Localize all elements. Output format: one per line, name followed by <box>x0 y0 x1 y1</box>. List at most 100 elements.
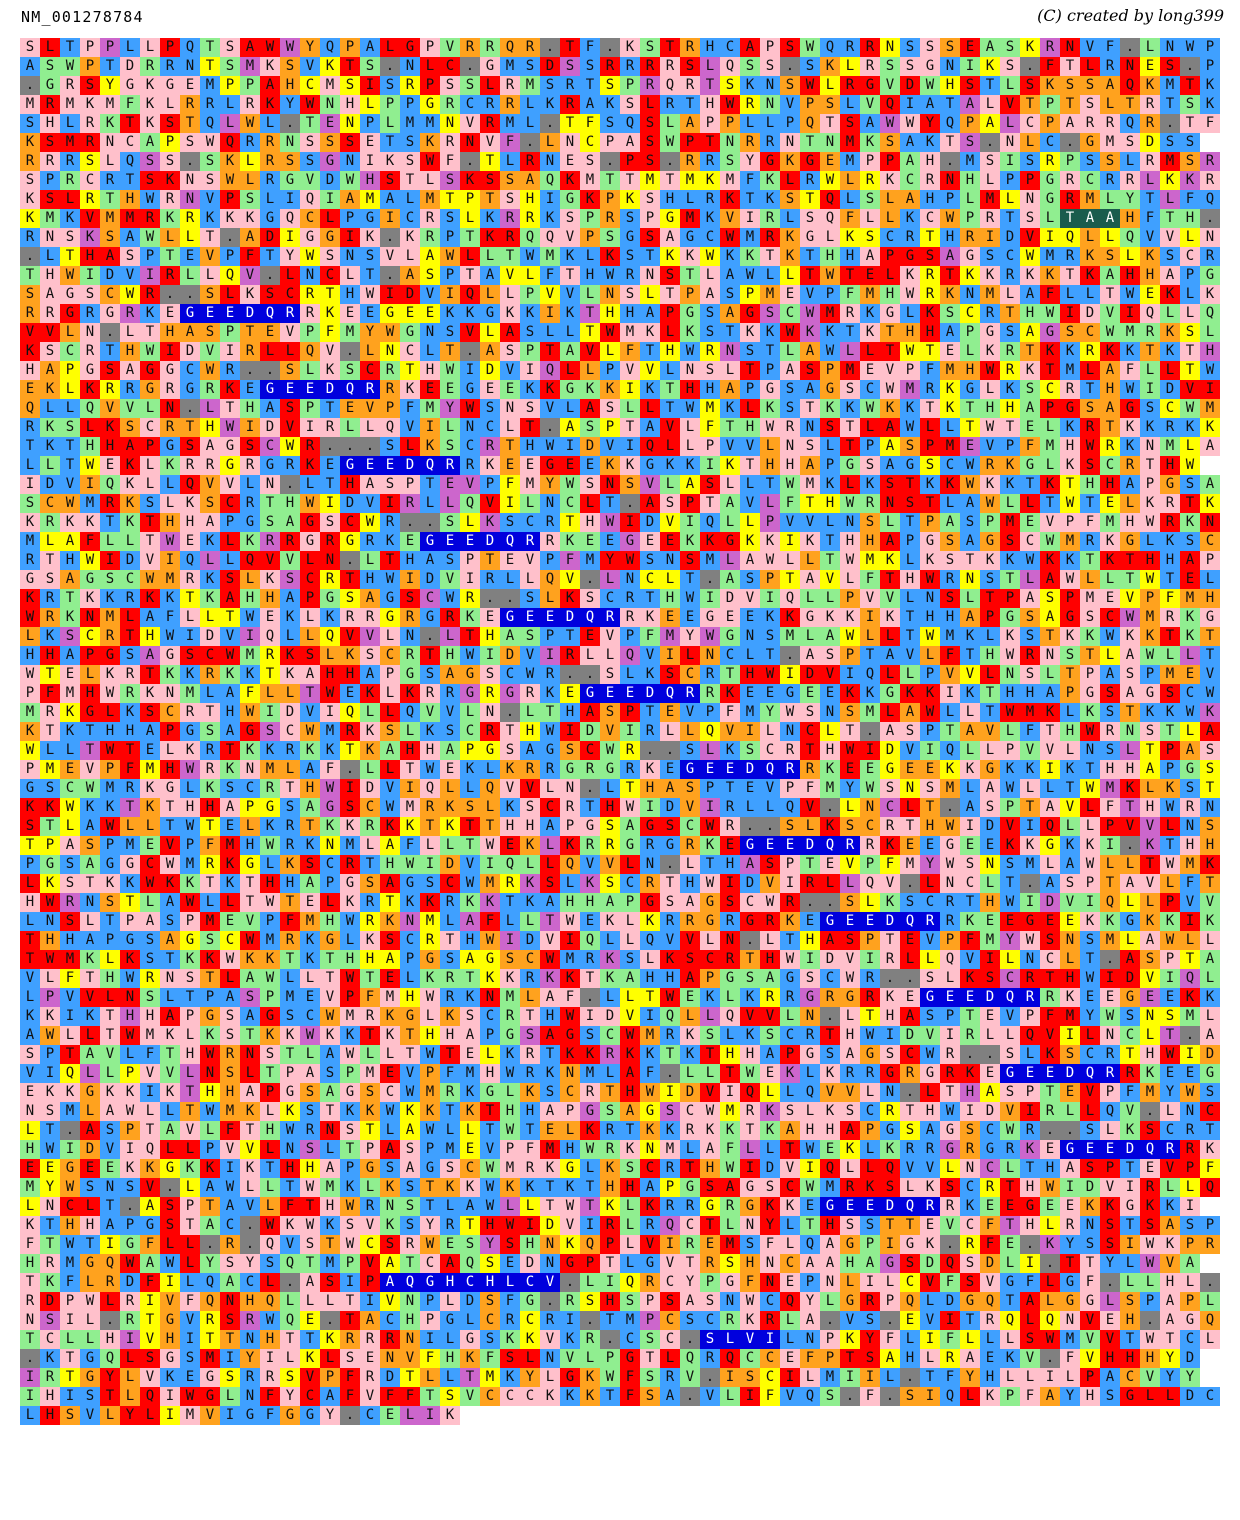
residue-cell: Q <box>800 1235 820 1254</box>
residue-cell: T <box>160 798 180 817</box>
residue-cell: K <box>380 532 400 551</box>
residue-cell: R <box>200 741 220 760</box>
residue-cell: P <box>400 475 420 494</box>
residue-cell: K <box>580 1368 600 1387</box>
residue-cell: K <box>1000 456 1020 475</box>
residue-cell: C <box>240 1273 260 1292</box>
residue-cell: H <box>100 722 120 741</box>
residue-cell: L <box>820 437 840 456</box>
residue-cell: H <box>540 1007 560 1026</box>
residue-cell: K <box>520 836 540 855</box>
residue-cell: A <box>80 817 100 836</box>
gap-cell: . <box>700 1368 720 1387</box>
residue-cell: S <box>280 361 300 380</box>
residue-cell: P <box>220 247 240 266</box>
residue-cell: L <box>520 1197 540 1216</box>
residue-cell: V <box>800 285 820 304</box>
residue-cell: E <box>840 1197 860 1216</box>
residue-cell: L <box>760 114 780 133</box>
residue-cell: L <box>440 1121 460 1140</box>
residue-cell: Q <box>540 570 560 589</box>
residue-cell: T <box>760 646 780 665</box>
residue-cell: G <box>580 1102 600 1121</box>
residue-cell: S <box>860 1216 880 1235</box>
residue-cell: P <box>600 361 620 380</box>
residue-cell: R <box>360 608 380 627</box>
residue-cell: L <box>720 1330 740 1349</box>
residue-cell: L <box>820 76 840 95</box>
residue-cell: K <box>760 1102 780 1121</box>
residue-cell: A <box>140 133 160 152</box>
residue-cell: L <box>20 1406 40 1425</box>
residue-cell: V <box>120 266 140 285</box>
residue-cell: L <box>1040 1292 1060 1311</box>
residue-cell: E <box>900 931 920 950</box>
residue-cell: V <box>280 1235 300 1254</box>
residue-cell: L <box>220 969 240 988</box>
residue-cell: K <box>700 1121 720 1140</box>
residue-cell: K <box>180 494 200 513</box>
residue-cell: V <box>120 399 140 418</box>
residue-cell: L <box>840 874 860 893</box>
residue-cell: T <box>580 798 600 817</box>
residue-cell: E <box>900 988 920 1007</box>
residue-cell: S <box>1160 57 1180 76</box>
residue-cell: F <box>280 912 300 931</box>
residue-cell: S <box>1140 1216 1160 1235</box>
residue-cell: L <box>900 950 920 969</box>
residue-cell: G <box>480 1083 500 1102</box>
residue-cell: Y <box>680 627 700 646</box>
residue-cell: R <box>20 304 40 323</box>
residue-cell: V <box>400 418 420 437</box>
residue-cell: S <box>60 855 80 874</box>
residue-cell: C <box>400 342 420 361</box>
residue-cell: W <box>440 247 460 266</box>
residue-cell: I <box>520 1216 540 1235</box>
residue-cell: S <box>620 285 640 304</box>
residue-cell: R <box>340 722 360 741</box>
residue-cell: K <box>420 1102 440 1121</box>
residue-cell: A <box>60 570 80 589</box>
residue-cell: W <box>960 475 980 494</box>
residue-cell: C <box>900 1045 920 1064</box>
residue-cell: R <box>520 684 540 703</box>
residue-cell: S <box>320 1064 340 1083</box>
residue-cell: L <box>580 285 600 304</box>
residue-cell: K <box>560 247 580 266</box>
residue-cell: L <box>420 836 440 855</box>
residue-cell: R <box>660 1026 680 1045</box>
residue-cell: S <box>660 1292 680 1311</box>
residue-cell: R <box>780 418 800 437</box>
residue-cell: W <box>340 969 360 988</box>
residue-cell: R <box>120 665 140 684</box>
residue-cell: S <box>1200 741 1220 760</box>
residue-cell: T <box>220 608 240 627</box>
residue-cell: K <box>1140 76 1160 95</box>
residue-cell: L <box>640 95 660 114</box>
residue-cell: Q <box>220 266 240 285</box>
residue-cell: K <box>320 1216 340 1235</box>
residue-cell: F <box>340 1387 360 1406</box>
residue-cell: V <box>720 437 740 456</box>
residue-cell: K <box>600 380 620 399</box>
residue-cell: T <box>440 931 460 950</box>
residue-cell: S <box>740 1368 760 1387</box>
residue-cell: Q <box>320 627 340 646</box>
residue-cell: W <box>240 931 260 950</box>
residue-cell: L <box>1160 646 1180 665</box>
residue-cell: T <box>1180 361 1200 380</box>
residue-cell: Q <box>200 1273 220 1292</box>
gap-cell: . <box>260 361 280 380</box>
residue-cell: T <box>40 1216 60 1235</box>
residue-cell: V <box>640 361 660 380</box>
residue-cell: T <box>720 779 740 798</box>
residue-cell: K <box>1140 247 1160 266</box>
residue-cell: S <box>1120 1007 1140 1026</box>
gap-cell: . <box>1020 1235 1040 1254</box>
residue-cell: M <box>780 627 800 646</box>
residue-cell: P <box>640 1292 660 1311</box>
residue-cell: L <box>600 646 620 665</box>
residue-cell: L <box>180 266 200 285</box>
